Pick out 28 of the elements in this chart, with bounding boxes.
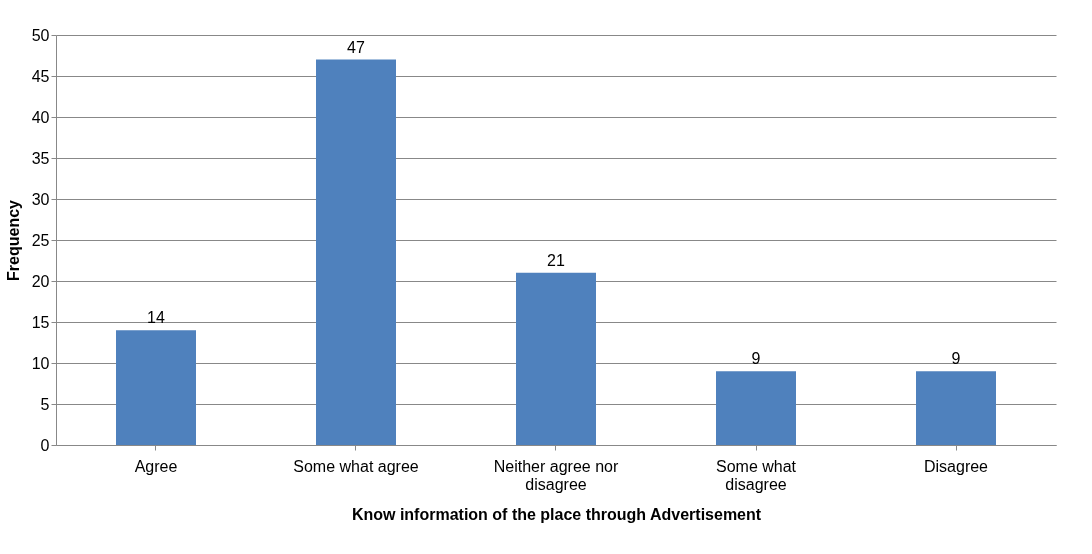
y-tick-label: 5 [40,395,50,413]
bar [716,371,796,445]
data-label: 14 [147,309,165,327]
data-label: 21 [547,251,565,269]
y-tick-label: 15 [31,313,50,331]
y-tick-label: 30 [31,190,50,208]
x-axis-title: Know information of the place through Advertisement [351,505,762,523]
bar [116,330,196,445]
y-tick-label: 20 [31,272,50,290]
bar [316,59,396,445]
y-tick-label: 40 [31,108,50,126]
x-tick-label: Some what disagree [715,457,797,493]
y-tick-label: 50 [31,26,50,44]
x-tick-label: Some what agree [293,457,419,475]
x-tick-label: Disagree [923,457,989,475]
bar [516,272,596,445]
y-tick-label: 10 [31,354,50,372]
x-tick-label: Agree [134,457,178,475]
data-label: 9 [951,350,961,368]
data-label: 47 [347,38,365,56]
y-tick-label: 35 [31,149,50,167]
y-tick-label: 25 [31,231,50,249]
bar [916,371,996,445]
y-axis-title: Frequency [4,199,22,281]
data-label: 9 [751,350,761,368]
y-tick-label: 0 [40,436,50,454]
x-tick-label: Neither agree nor disagree [493,457,619,493]
y-tick-label: 45 [31,67,50,85]
